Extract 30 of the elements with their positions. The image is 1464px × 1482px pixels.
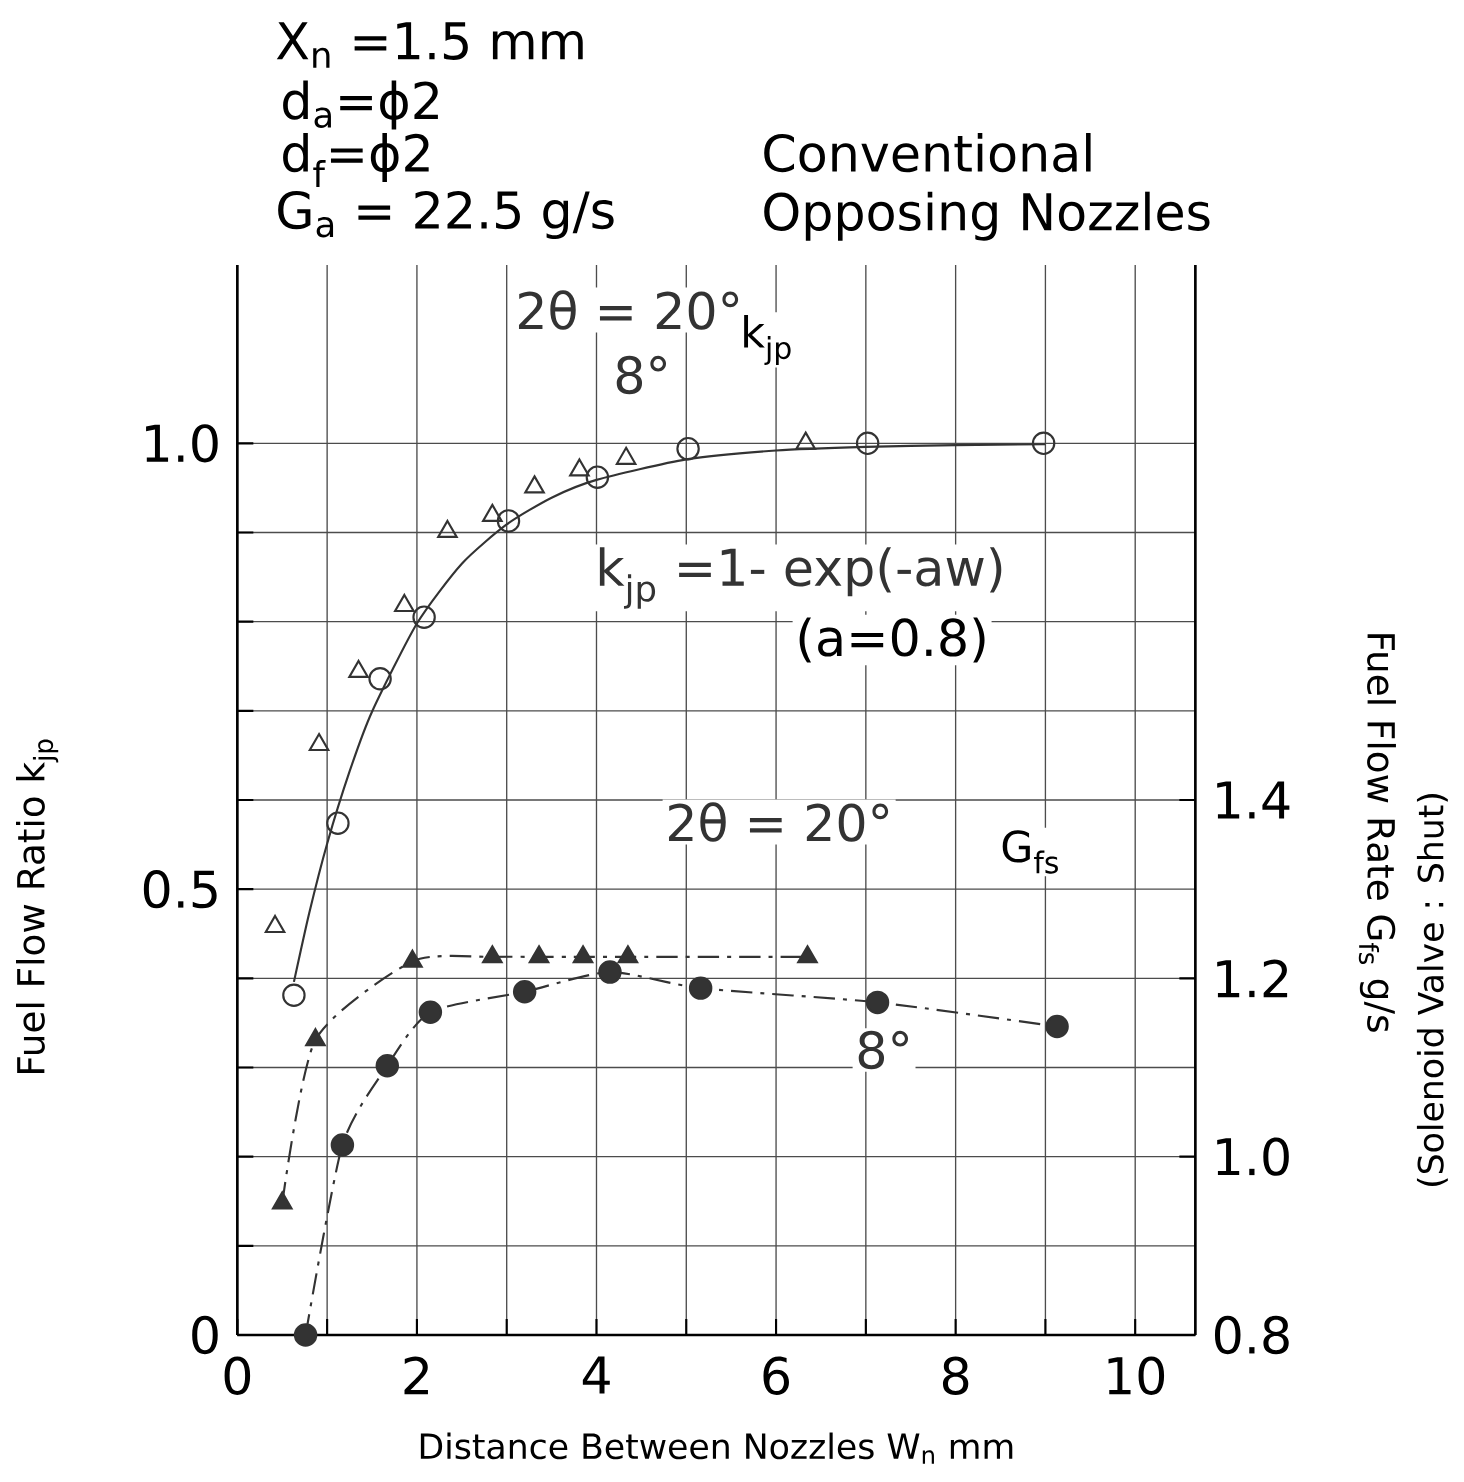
text: X$_{n}$ =1.5 mm bbox=[276, 22, 583, 68]
annotation: (a=0.8) bbox=[799, 617, 985, 663]
y-tick-label: 0 bbox=[192, 1315, 218, 1355]
series-label: 8° bbox=[616, 355, 667, 395]
x-tick-label: 0 bbox=[224, 1356, 251, 1395]
y2-tick-label: 1.2 bbox=[1217, 959, 1288, 998]
y2-tick-label: 1.0 bbox=[1217, 1137, 1289, 1176]
text: d$_{f}$=ϕ2 bbox=[283, 132, 429, 187]
annotation: G$_{fs}$ bbox=[1002, 830, 1059, 874]
text: 2θ = 20° bbox=[519, 290, 739, 330]
y-tick-label: 0.5 bbox=[143, 870, 217, 909]
x-axis-title: Distance Between Nozzles W$_{n}$ mm bbox=[420, 1432, 1013, 1464]
y-tick-label: 1.0 bbox=[146, 424, 218, 463]
text: G$_{a}$ = 22.5 g/s bbox=[278, 190, 614, 240]
x-tick-label: 4 bbox=[582, 1356, 610, 1394]
annotation: k$_{jp}$ bbox=[744, 315, 791, 365]
series-label: 8° bbox=[858, 1030, 909, 1070]
series-label: k$_{jp}$ =1- exp(-aw) bbox=[599, 547, 1002, 609]
text: 2θ = 20° bbox=[669, 802, 889, 842]
y2-tick-label: 0.8 bbox=[1215, 1315, 1289, 1355]
x-tick-label: 8 bbox=[943, 1356, 969, 1395]
x-tick-label: 6 bbox=[763, 1356, 790, 1395]
y-axis-title: Fuel Flow Ratio k$_{jp}$ bbox=[16, 739, 59, 1073]
text: (Solenoid Valve : Shut) bbox=[1416, 794, 1448, 1186]
y2-tick-label: 1.4 bbox=[1217, 781, 1290, 819]
y2-axis-title: Fuel Flow Rate G$_{fs}$ g/s bbox=[1358, 634, 1397, 1032]
text: d$_{a}$=ϕ2 bbox=[283, 80, 438, 130]
x-tick-label: 10 bbox=[1108, 1356, 1165, 1395]
chart-title: Conventional Opposing Nozzles bbox=[764, 133, 1210, 241]
x-tick-label: 2 bbox=[404, 1356, 429, 1395]
